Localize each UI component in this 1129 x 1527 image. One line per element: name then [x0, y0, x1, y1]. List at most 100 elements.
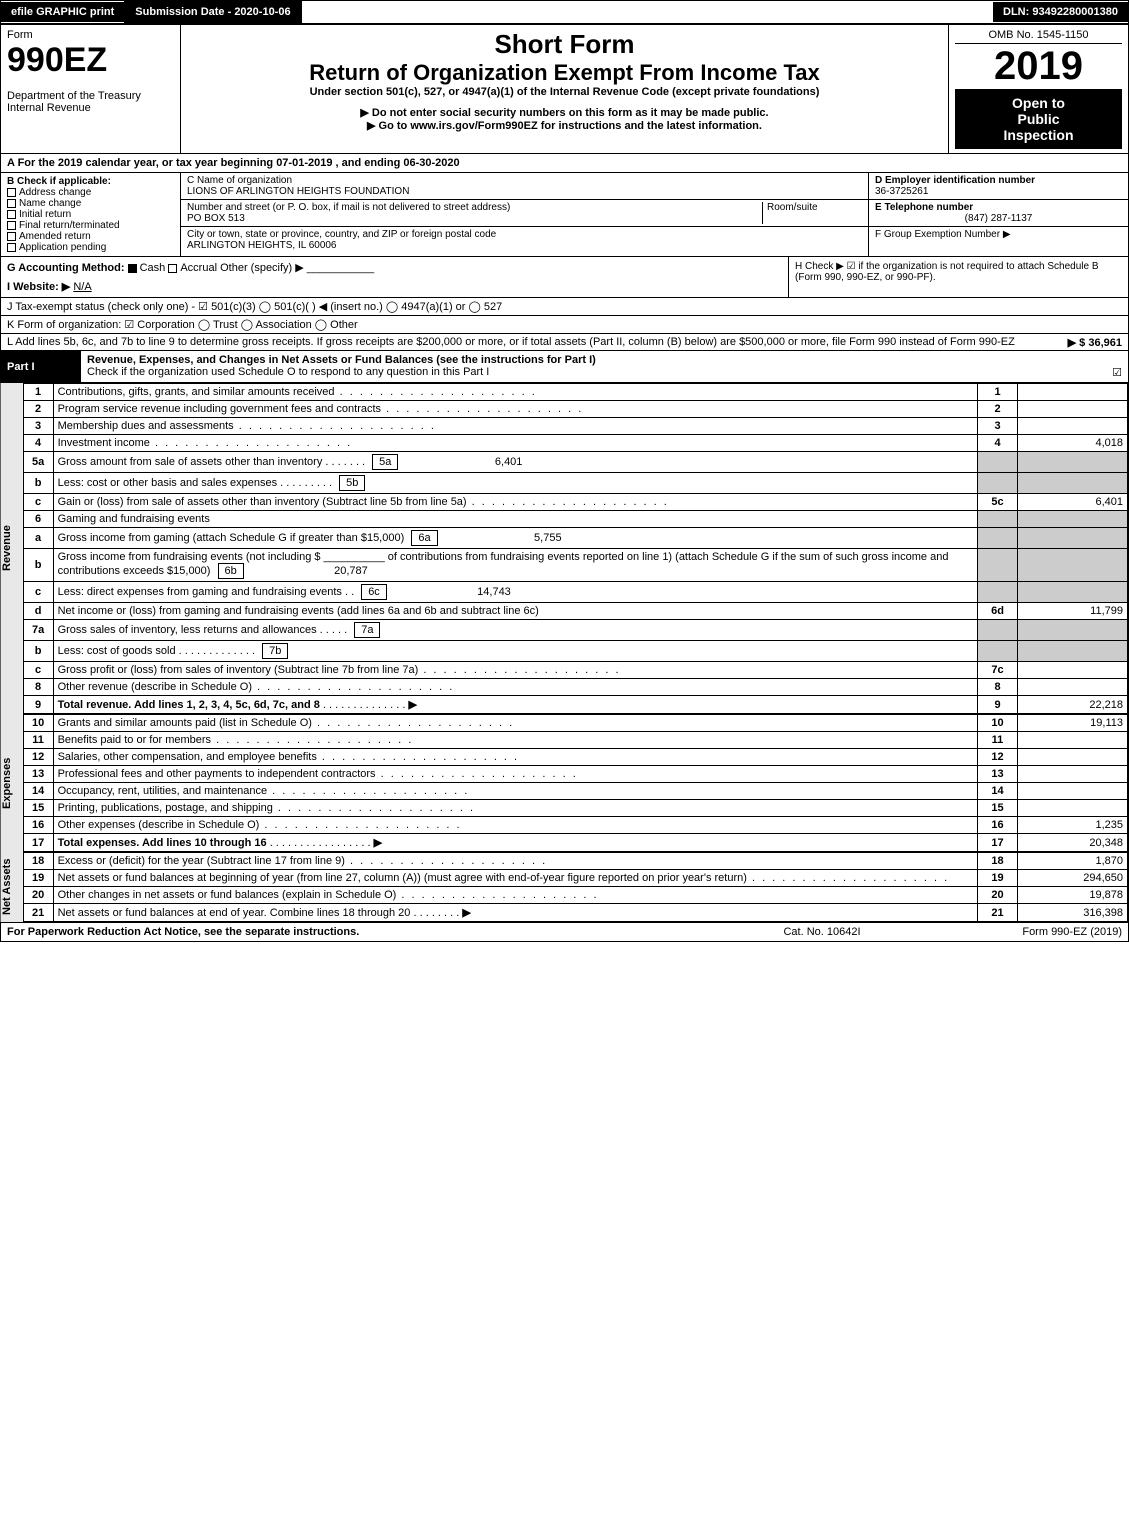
row-6b: bGross income from fundraising events (n… — [23, 549, 1127, 582]
tax-year: 2019 — [955, 44, 1122, 89]
chk-address-change[interactable]: Address change — [7, 187, 174, 198]
chk-application-pending[interactable]: Application pending — [7, 242, 174, 253]
form-number: 990EZ — [7, 41, 174, 80]
netassets-table: 18Excess or (deficit) for the year (Subt… — [23, 852, 1128, 922]
omb-number: OMB No. 1545-1150 — [955, 29, 1122, 44]
return-title: Return of Organization Exempt From Incom… — [187, 60, 942, 86]
irs-label: Internal Revenue — [7, 102, 174, 114]
line-j: J Tax-exempt status (check only one) - ☑… — [1, 298, 1128, 316]
chk-accrual[interactable] — [168, 264, 177, 273]
row-17: 17Total expenses. Add lines 10 through 1… — [23, 834, 1127, 852]
row-11: 11Benefits paid to or for members11 — [23, 732, 1127, 749]
top-bar: efile GRAPHIC print Submission Date - 20… — [1, 1, 1128, 25]
ein-row: D Employer identification number 36-3725… — [869, 173, 1128, 200]
line-k: K Form of organization: ☑ Corporation ◯ … — [1, 316, 1128, 334]
group-exemption-row: F Group Exemption Number ▶ — [869, 227, 1128, 242]
ein-label: D Employer identification number — [875, 175, 1122, 186]
subtitle: Under section 501(c), 527, or 4947(a)(1)… — [187, 86, 942, 98]
part1-title: Revenue, Expenses, and Changes in Net As… — [87, 354, 596, 366]
line-l-amount: ▶ $ 36,961 — [1068, 336, 1122, 349]
tax-period: A For the 2019 calendar year, or tax yea… — [1, 154, 1128, 173]
row-7b: bLess: cost of goods sold . . . . . . . … — [23, 641, 1127, 662]
line-i-label: I Website: ▶ — [7, 281, 70, 293]
row-6a: aGross income from gaming (attach Schedu… — [23, 528, 1127, 549]
chk-amended-return[interactable]: Amended return — [7, 231, 174, 242]
header-row: Form 990EZ Department of the Treasury In… — [1, 25, 1128, 154]
goto-link[interactable]: ▶ Go to www.irs.gov/Form990EZ for instru… — [187, 119, 942, 132]
phone-label: E Telephone number — [875, 202, 1122, 213]
line-g-label: G Accounting Method: — [7, 262, 125, 274]
row-14: 14Occupancy, rent, utilities, and mainte… — [23, 783, 1127, 800]
header-right: OMB No. 1545-1150 2019 Open to Public In… — [948, 25, 1128, 153]
section-def: D Employer identification number 36-3725… — [868, 173, 1128, 256]
netassets-sidelabel: Net Assets — [1, 852, 23, 922]
phone-row: E Telephone number (847) 287-1137 — [869, 200, 1128, 227]
row-2: 2Program service revenue including gover… — [23, 401, 1127, 418]
header-left: Form 990EZ Department of the Treasury In… — [1, 25, 181, 153]
revenue-section: Revenue 1Contributions, gifts, grants, a… — [1, 383, 1128, 714]
row-16: 16Other expenses (describe in Schedule O… — [23, 817, 1127, 834]
efile-print-button[interactable]: efile GRAPHIC print — [1, 2, 124, 22]
other-label: Other (specify) ▶ — [220, 262, 304, 274]
row-5a: 5aGross amount from sale of assets other… — [23, 452, 1127, 473]
city-row: City or town, state or province, country… — [181, 227, 868, 253]
row-5c: cGain or (loss) from sale of assets othe… — [23, 494, 1127, 511]
row-21: 21Net assets or fund balances at end of … — [23, 904, 1127, 922]
section-c: C Name of organization LIONS OF ARLINGTO… — [181, 173, 868, 256]
street-label: Number and street (or P. O. box, if mail… — [187, 202, 762, 213]
part1-check-text: Check if the organization used Schedule … — [87, 366, 489, 378]
expenses-sidelabel: Expenses — [1, 714, 23, 852]
row-9: 9Total revenue. Add lines 1, 2, 3, 4, 5c… — [23, 696, 1127, 714]
line-l: L Add lines 5b, 6c, and 7b to line 9 to … — [1, 334, 1128, 351]
city-value: ARLINGTON HEIGHTS, IL 60006 — [187, 240, 862, 251]
org-name: LIONS OF ARLINGTON HEIGHTS FOUNDATION — [187, 186, 862, 197]
row-3: 3Membership dues and assessments3 — [23, 418, 1127, 435]
phone-value: (847) 287-1137 — [875, 213, 1122, 224]
row-7c: cGross profit or (loss) from sales of in… — [23, 662, 1127, 679]
line-h: H Check ▶ ☑ if the organization is not r… — [788, 257, 1128, 297]
netassets-section: Net Assets 18Excess or (deficit) for the… — [1, 852, 1128, 922]
dln-label: DLN: 93492280001380 — [993, 2, 1128, 22]
submission-date-button[interactable]: Submission Date - 2020-10-06 — [124, 1, 301, 23]
open-line2: Public — [959, 111, 1118, 127]
expenses-table: 10Grants and similar amounts paid (list … — [23, 714, 1128, 852]
warning-text: ▶ Do not enter social security numbers o… — [187, 106, 942, 119]
header-mid: Short Form Return of Organization Exempt… — [181, 25, 948, 153]
row-6: 6Gaming and fundraising events — [23, 511, 1127, 528]
row-1: 1Contributions, gifts, grants, and simil… — [23, 384, 1127, 401]
footer-right: Form 990-EZ (2019) — [922, 926, 1122, 938]
chk-final-return[interactable]: Final return/terminated — [7, 220, 174, 231]
row-5b: bLess: cost or other basis and sales exp… — [23, 473, 1127, 494]
org-name-row: C Name of organization LIONS OF ARLINGTO… — [181, 173, 868, 200]
row-13: 13Professional fees and other payments t… — [23, 766, 1127, 783]
open-public-box: Open to Public Inspection — [955, 89, 1122, 149]
chk-initial-return[interactable]: Initial return — [7, 209, 174, 220]
website-value: N/A — [73, 281, 91, 293]
footer-left: For Paperwork Reduction Act Notice, see … — [7, 926, 722, 938]
room-suite-label: Room/suite — [762, 202, 862, 224]
row-18: 18Excess or (deficit) for the year (Subt… — [23, 853, 1127, 870]
chk-cash[interactable] — [128, 264, 137, 273]
cash-label: Cash — [140, 262, 166, 274]
row-15: 15Printing, publications, postage, and s… — [23, 800, 1127, 817]
info-block: B Check if applicable: Address change Na… — [1, 173, 1128, 257]
part1-label: Part I — [1, 351, 81, 382]
street-row: Number and street (or P. O. box, if mail… — [181, 200, 868, 227]
section-b-title: B Check if applicable: — [7, 176, 174, 187]
chk-name-change[interactable]: Name change — [7, 198, 174, 209]
section-b: B Check if applicable: Address change Na… — [1, 173, 181, 256]
street-value: PO BOX 513 — [187, 213, 762, 224]
line-l-text: L Add lines 5b, 6c, and 7b to line 9 to … — [7, 336, 1015, 348]
ein-value: 36-3725261 — [875, 186, 1122, 197]
group-exemption-label: F Group Exemption Number ▶ — [875, 229, 1122, 240]
form-990ez-page: efile GRAPHIC print Submission Date - 20… — [0, 0, 1129, 942]
row-19: 19Net assets or fund balances at beginni… — [23, 870, 1127, 887]
part1-header-wrap: Part I Revenue, Expenses, and Changes in… — [1, 351, 1128, 383]
part1-checked-icon: ☑ — [1112, 366, 1122, 379]
revenue-table: 1Contributions, gifts, grants, and simil… — [23, 383, 1128, 714]
row-20: 20Other changes in net assets or fund ba… — [23, 887, 1127, 904]
row-6d: dNet income or (loss) from gaming and fu… — [23, 603, 1127, 620]
row-4: 4Investment income44,018 — [23, 435, 1127, 452]
dept-label: Department of the Treasury — [7, 90, 174, 102]
row-7a: 7aGross sales of inventory, less returns… — [23, 620, 1127, 641]
